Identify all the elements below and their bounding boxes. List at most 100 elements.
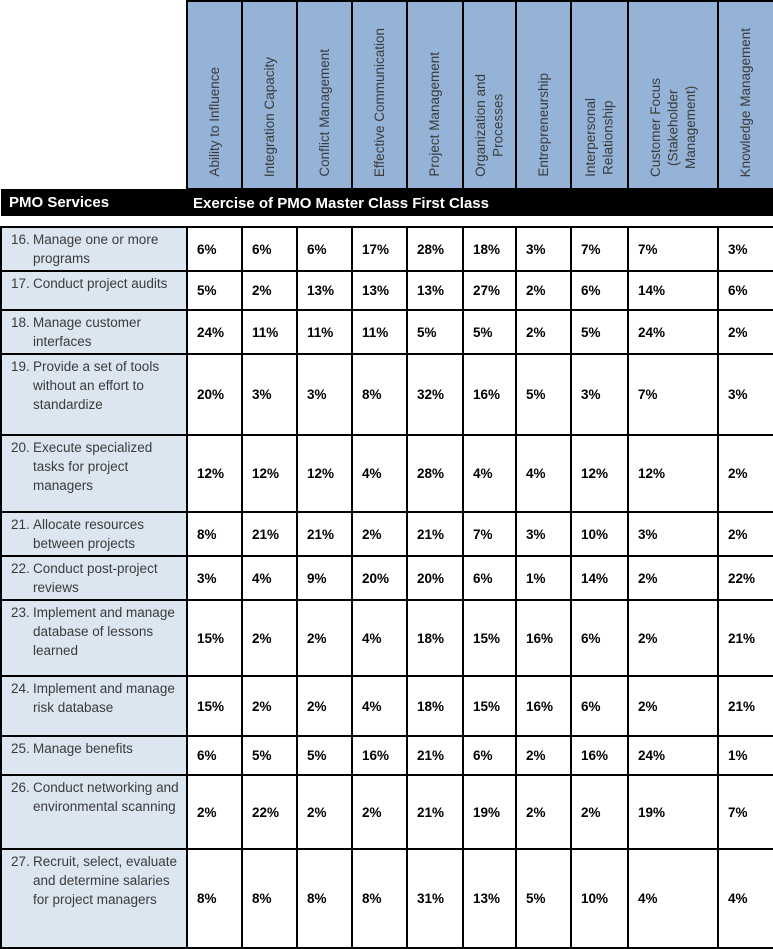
column-header-2: Integration Capacity	[241, 0, 298, 190]
service-label: 24. Implement and manage risk database	[3, 678, 185, 719]
service-label-cell: 23. Implement and manage database of less…	[0, 599, 188, 677]
value-cell-col1: 6%	[186, 226, 243, 272]
value-cell-col5: 13%	[406, 270, 464, 311]
value-cell-col4: 8%	[351, 353, 408, 436]
band-label-exercise: Exercise of PMO Master Class First Class	[187, 189, 773, 216]
table-row: 25. Manage benefits 6% 5% 5% 16% 21% 6% 2% 16% 24%…	[0, 735, 773, 776]
value-cell-col7: 4%	[515, 434, 572, 513]
value-cell-col6: 6%	[462, 735, 517, 776]
value-cell-col1: 5%	[186, 270, 243, 311]
service-label: 27. Recruit, select, evaluate and determi…	[3, 851, 185, 911]
value-cell-col6: 18%	[462, 226, 517, 272]
value-cell-col7: 5%	[515, 353, 572, 436]
value-cell-col4: 17%	[351, 226, 408, 272]
service-label-cell: 19. Provide a set of tools without an eff…	[0, 353, 188, 436]
value-cell-col8: 5%	[570, 309, 629, 355]
value-cell-col8: 10%	[570, 848, 629, 949]
column-header-8: Interpersonal Relationship	[570, 0, 629, 190]
value-cell-col9: 2%	[627, 599, 719, 677]
value-cell-col7: 2%	[515, 774, 572, 850]
value-cell-col10: 3%	[717, 226, 773, 272]
table-row: 20. Execute specialized tasks for project…	[0, 434, 773, 513]
value-cell-col6: 5%	[462, 309, 517, 355]
value-cell-col9: 3%	[627, 511, 719, 557]
value-cell-col7: 5%	[515, 848, 572, 949]
value-cell-col9: 2%	[627, 675, 719, 737]
value-cell-col5: 20%	[406, 555, 464, 601]
value-cell-col2: 5%	[241, 735, 298, 776]
value-cell-col6: 15%	[462, 675, 517, 737]
value-cell-col6: 16%	[462, 353, 517, 436]
service-label: 19. Provide a set of tools without an eff…	[3, 356, 185, 416]
value-cell-col1: 8%	[186, 848, 243, 949]
service-number: 21.	[11, 517, 30, 532]
column-header-5: Project Management	[406, 0, 464, 190]
value-cell-col9: 14%	[627, 270, 719, 311]
column-header-label: Customer Focus (Stakeholder Management)	[647, 77, 698, 177]
service-name: Recruit, select, evaluate and determine …	[33, 854, 178, 907]
service-name: Conduct networking and environmental sca…	[33, 780, 179, 814]
table-body: 16. Manage one or more programs 6% 6% 6% 17% 2…	[0, 226, 773, 949]
service-label-cell: 18. Manage customer interfaces	[0, 309, 188, 355]
value-cell-col3: 21%	[296, 511, 353, 557]
section-band-row: PMO Services Exercise of PMO Master Clas…	[1, 189, 773, 216]
value-cell-col2: 8%	[241, 848, 298, 949]
value-cell-col8: 16%	[570, 735, 629, 776]
value-cell-col8: 3%	[570, 353, 629, 436]
column-header-label: Effective Communication	[371, 27, 387, 177]
service-label-cell: 26. Conduct networking and environmental …	[0, 774, 188, 850]
value-cell-col7: 3%	[515, 511, 572, 557]
value-cell-col8: 6%	[570, 270, 629, 311]
value-cell-col3: 11%	[296, 309, 353, 355]
value-cell-col1: 20%	[186, 353, 243, 436]
service-name: Implement and manage database of lessons…	[33, 605, 175, 658]
value-cell-col9: 12%	[627, 434, 719, 513]
column-header-label: Interpersonal Relationship	[582, 98, 616, 177]
value-cell-col10: 2%	[717, 511, 773, 557]
service-number: 26.	[11, 780, 30, 795]
value-cell-col6: 4%	[462, 434, 517, 513]
value-cell-col5: 18%	[406, 599, 464, 677]
column-header-label: Conflict Management	[316, 49, 332, 177]
value-cell-col4: 2%	[351, 774, 408, 850]
value-cell-col5: 28%	[406, 434, 464, 513]
value-cell-col10: 2%	[717, 309, 773, 355]
service-number: 25.	[11, 741, 30, 756]
service-name: Implement and manage risk database	[33, 681, 175, 715]
service-label: 23. Implement and manage database of less…	[3, 602, 185, 662]
value-cell-col2: 22%	[241, 774, 298, 850]
service-number: 17.	[11, 276, 30, 291]
service-name: Provide a set of tools without an effort…	[33, 359, 160, 412]
value-cell-col5: 5%	[406, 309, 464, 355]
value-cell-col9: 4%	[627, 848, 719, 949]
service-label-cell: 20. Execute specialized tasks for project…	[0, 434, 188, 513]
service-label-cell: 27. Recruit, select, evaluate and determi…	[0, 848, 188, 949]
value-cell-col4: 16%	[351, 735, 408, 776]
value-cell-col2: 2%	[241, 675, 298, 737]
value-cell-col5: 31%	[406, 848, 464, 949]
spacer-row	[1, 216, 773, 227]
value-cell-col2: 12%	[241, 434, 298, 513]
service-number: 19.	[11, 359, 30, 374]
value-cell-col1: 3%	[186, 555, 243, 601]
table-row: 21. Allocate resources between projects 8%…	[0, 511, 773, 557]
value-cell-col1: 6%	[186, 735, 243, 776]
value-cell-col6: 7%	[462, 511, 517, 557]
table-row: 19. Provide a set of tools without an eff…	[0, 353, 773, 436]
value-cell-col4: 2%	[351, 511, 408, 557]
value-cell-col10: 3%	[717, 353, 773, 436]
column-header-9: Customer Focus (Stakeholder Management)	[627, 0, 719, 190]
value-cell-col2: 3%	[241, 353, 298, 436]
value-cell-col5: 21%	[406, 735, 464, 776]
value-cell-col3: 2%	[296, 774, 353, 850]
value-cell-col9: 24%	[627, 735, 719, 776]
service-label-cell: 16. Manage one or more programs	[0, 226, 188, 272]
value-cell-col3: 2%	[296, 599, 353, 677]
service-number: 20.	[11, 440, 30, 455]
column-header-label: Entrepreneurship	[535, 73, 551, 177]
service-number: 27.	[11, 854, 30, 869]
column-header-3: Conflict Management	[296, 0, 353, 190]
value-cell-col4: 11%	[351, 309, 408, 355]
value-cell-col10: 2%	[717, 434, 773, 513]
service-label-cell: 17. Conduct project audits	[0, 270, 188, 311]
